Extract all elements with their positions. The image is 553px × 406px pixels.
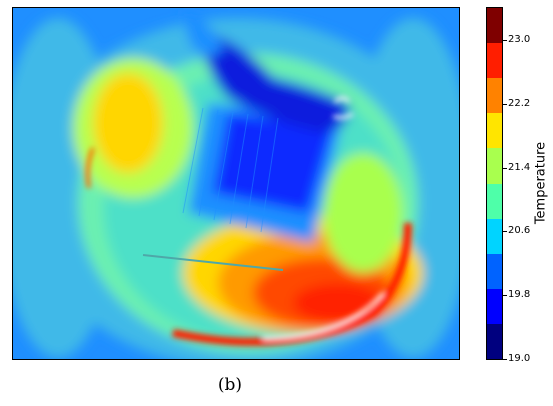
colorbar-segment [487, 288, 502, 325]
colorbar-segment [487, 148, 502, 184]
colorbar-tick-label: 19.8 [508, 289, 531, 301]
colorbar-tick [503, 231, 507, 233]
colorbar-segment [487, 218, 502, 255]
colorbar-label: Temperature [533, 141, 549, 225]
colorbar-tick [503, 103, 507, 105]
colorbar-tick [503, 39, 507, 41]
figure-caption: (b) [217, 375, 243, 395]
colorbar-tick [503, 295, 507, 297]
colorbar-segment [487, 113, 502, 149]
colorbar-segment [487, 43, 502, 79]
colorbar-tick-label: 22.2 [508, 97, 531, 109]
colorbar-segment [487, 183, 502, 220]
colorbar-tick-label: 21.4 [508, 161, 531, 173]
colorbar [486, 7, 503, 360]
colorbar-segment [487, 78, 502, 114]
thermal-image [12, 7, 460, 360]
colorbar-tick-label: 23.0 [508, 33, 531, 45]
colorbar-tick-label: 20.6 [508, 225, 531, 237]
colorbar-tick-label: 19.0 [508, 353, 531, 364]
colorbar-segment [487, 8, 502, 44]
colorbar-segment [487, 253, 502, 290]
colorbar-tick [503, 359, 507, 360]
colorbar-segment [487, 323, 502, 360]
colorbar-tick [503, 167, 507, 169]
